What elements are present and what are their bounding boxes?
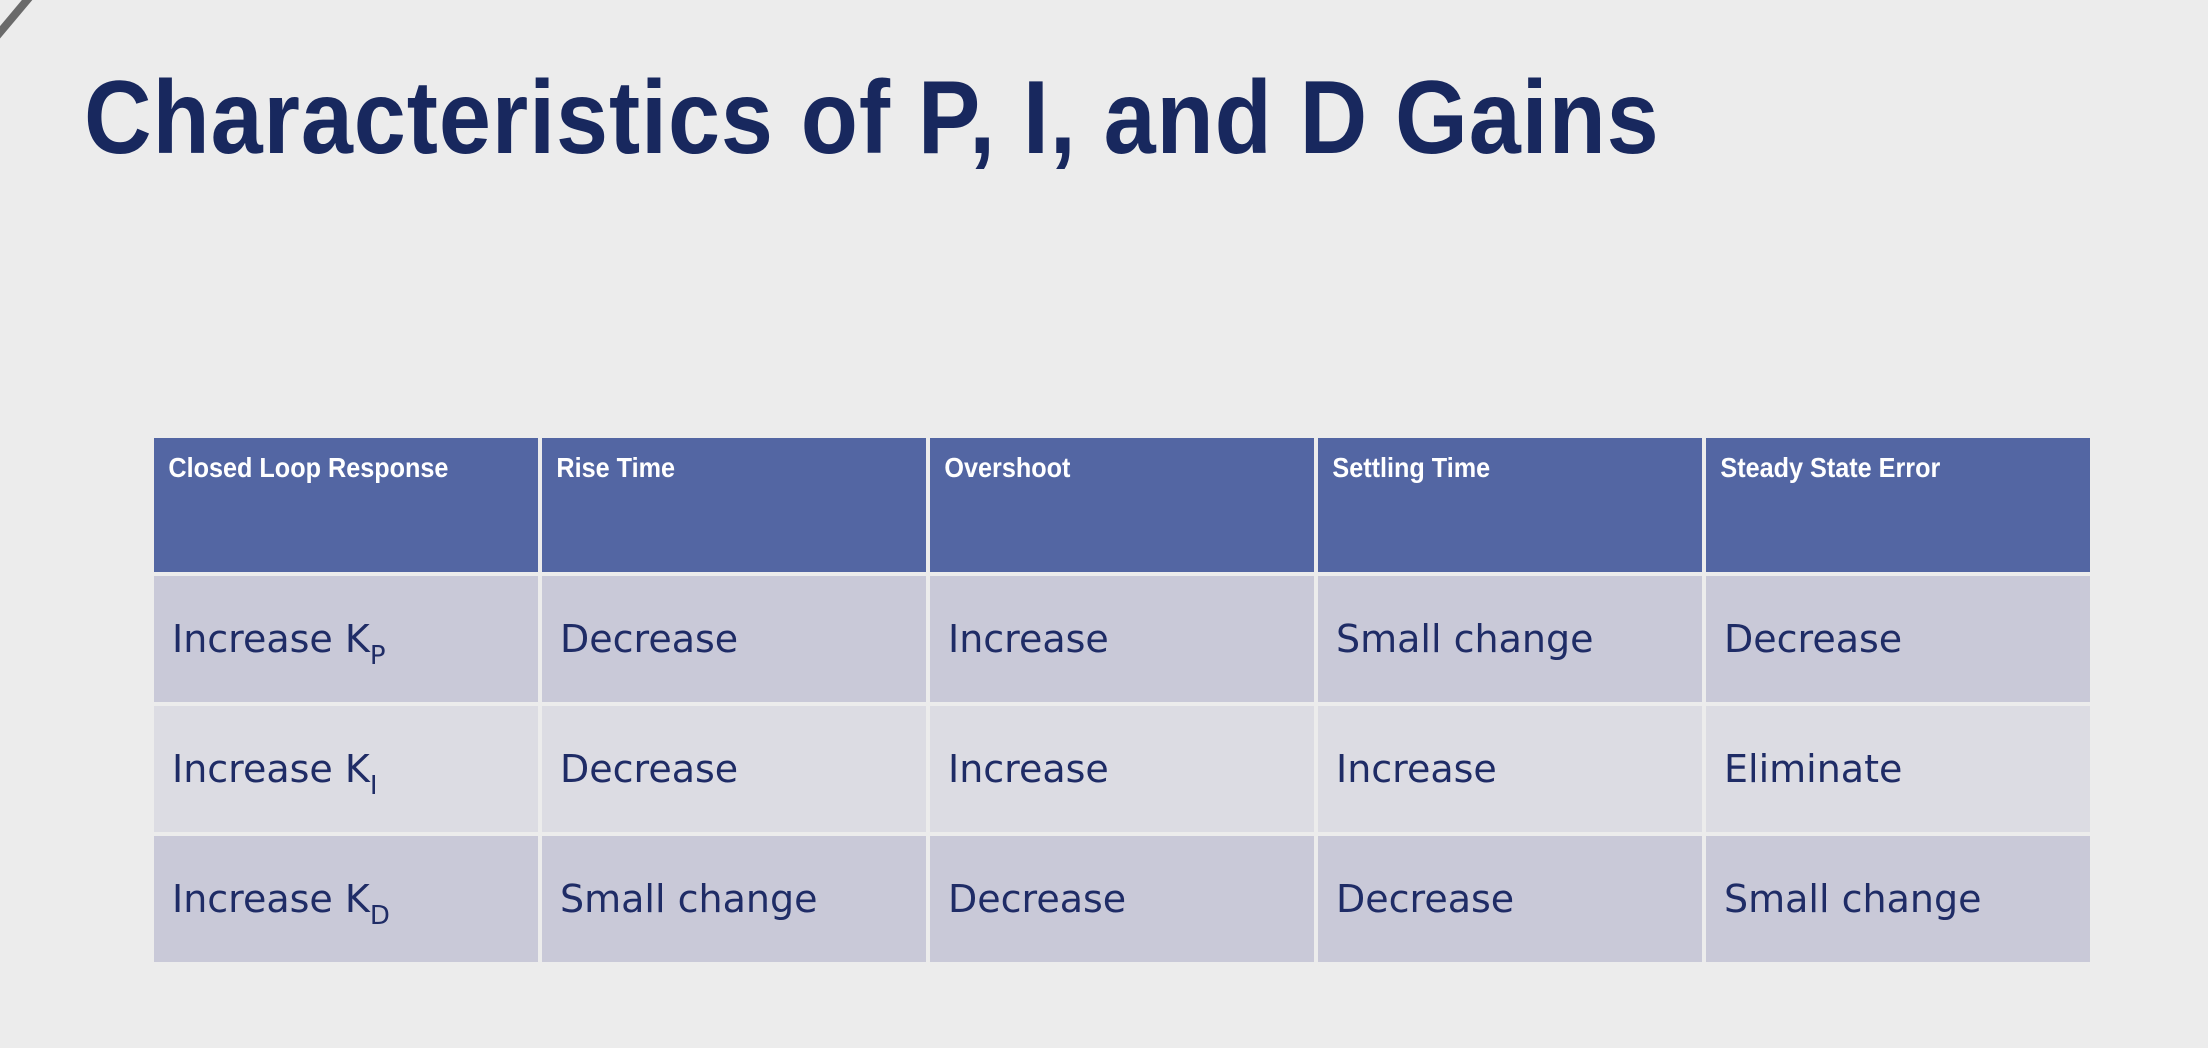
response-prefix: Increase K	[172, 617, 370, 661]
cell-steady-state-error: Decrease	[1702, 572, 2094, 706]
cell-rise-time: Decrease	[538, 572, 930, 706]
cell-overshoot: Decrease	[926, 832, 1318, 966]
cell-response: Increase KD	[150, 832, 542, 966]
header-closed-loop-response: Closed Loop Response	[150, 434, 542, 576]
cell-settling-time: Small change	[1314, 572, 1706, 706]
header-overshoot: Overshoot	[926, 434, 1318, 576]
gains-table: Closed Loop Response Rise Time Overshoot…	[150, 434, 2094, 966]
cell-steady-state-error: Eliminate	[1702, 702, 2094, 836]
response-prefix: Increase K	[172, 747, 370, 791]
cell-settling-time: Increase	[1314, 702, 1706, 836]
gain-subscript: P	[369, 641, 386, 671]
header-settling-time: Settling Time	[1314, 434, 1706, 576]
cell-rise-time: Small change	[538, 832, 930, 966]
table-row: Increase KI Decrease Increase Increase E…	[150, 702, 2094, 836]
cell-overshoot: Increase	[926, 702, 1318, 836]
gain-subscript: I	[369, 771, 378, 801]
table-row: Increase KP Decrease Increase Small chan…	[150, 572, 2094, 706]
gain-subscript: D	[369, 901, 390, 931]
corner-decoration	[0, 0, 40, 40]
cell-response: Increase KP	[150, 572, 542, 706]
cell-overshoot: Increase	[926, 572, 1318, 706]
cell-rise-time: Decrease	[538, 702, 930, 836]
table-header-row: Closed Loop Response Rise Time Overshoot…	[150, 434, 2094, 576]
slide-title: Characteristics of P, I, and D Gains	[84, 60, 1660, 176]
response-prefix: Increase K	[172, 877, 370, 921]
header-steady-state-error: Steady State Error	[1702, 434, 2094, 576]
cell-settling-time: Decrease	[1314, 832, 1706, 966]
cell-steady-state-error: Small change	[1702, 832, 2094, 966]
table-row: Increase KD Small change Decrease Decrea…	[150, 832, 2094, 966]
header-rise-time: Rise Time	[538, 434, 930, 576]
cell-response: Increase KI	[150, 702, 542, 836]
